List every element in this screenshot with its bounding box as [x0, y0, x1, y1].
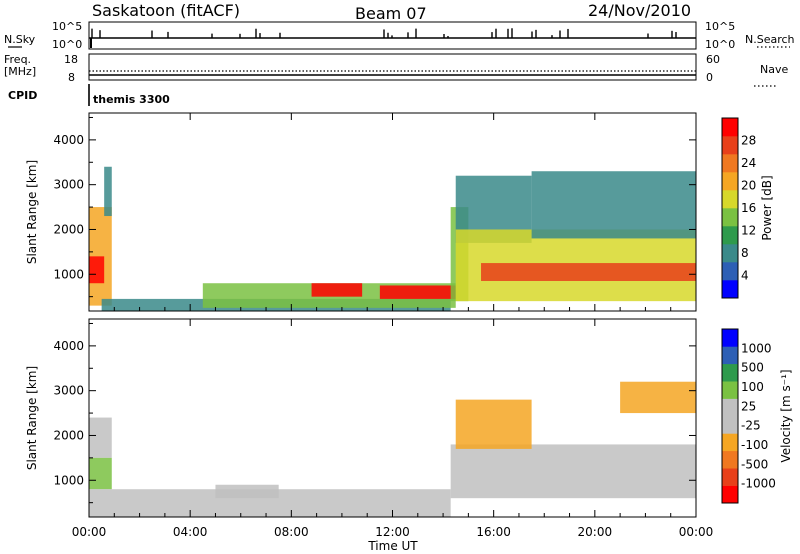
- nave-tick-bottom: 0: [706, 71, 713, 84]
- colorbar-swatch-4: [722, 208, 738, 227]
- noise-right-label: N.Search: [745, 33, 795, 46]
- scatter-regions: [89, 381, 696, 517]
- noise-panel: N.Sky 10^5 10^0 10^5 10^0 N.Search: [4, 20, 795, 51]
- data-region-0: [89, 417, 112, 458]
- colorbar-swatch-1: [722, 262, 738, 281]
- noise-right-tick-top: 10^5: [705, 20, 735, 33]
- y-axis-label: Slant Range [km]: [25, 160, 39, 264]
- colorbar-swatch-6: [722, 172, 738, 191]
- colorbar-frame: [721, 117, 739, 299]
- colorbar-swatch-2: [722, 244, 738, 263]
- colorbar-tick-label-4: -25: [741, 419, 761, 433]
- data-region-4: [450, 444, 696, 499]
- colorbar-swatch-6: [722, 381, 738, 399]
- noise-left-tick-top: 10^5: [52, 20, 82, 33]
- colorbar-label: Velocity [m s⁻¹]: [779, 369, 793, 462]
- x-tick-label-1: 04:00: [173, 525, 208, 539]
- freq-tick-top: 18: [64, 53, 78, 66]
- beam-title: Beam 07: [355, 4, 427, 23]
- colorbar-swatch-0: [722, 280, 738, 299]
- cpid-value: themis 3300: [93, 93, 170, 106]
- y-tick-label-0: 1000: [53, 473, 84, 487]
- colorbar-tick-label-5: -100: [741, 438, 768, 452]
- power-panel: 1000 2000 3000 4000 Slant Range [km] 4 8 12 16 20…: [25, 112, 774, 312]
- colorbar-label: Power [dB]: [760, 175, 774, 240]
- noise-search-spikes: [90, 28, 677, 48]
- data-region-6: [379, 285, 456, 299]
- colorbar-tick-label-0: 4: [741, 269, 749, 283]
- data-region-11: [531, 171, 696, 239]
- data-region-1: [89, 256, 105, 284]
- colorbar-tick-label-5: 24: [741, 156, 756, 170]
- colorbar-tick-label-0: 1000: [741, 341, 772, 355]
- colorbar-swatch-9: [722, 118, 738, 137]
- colorbar-swatch-9: [722, 329, 738, 347]
- colorbar-swatch-8: [722, 346, 738, 365]
- colorbar-swatch-1: [722, 468, 738, 486]
- nave-tick-top: 60: [706, 53, 720, 66]
- freq-tick-bottom: 8: [68, 71, 75, 84]
- y-tick-label-3: 4000: [53, 339, 84, 353]
- cpid-label: CPID: [8, 89, 37, 102]
- freq-label: Freq.: [4, 53, 31, 66]
- data-region-10: [481, 263, 696, 281]
- date-title: 24/Nov/2010: [588, 1, 691, 20]
- data-region-3: [215, 484, 279, 499]
- colorbar-swatch-4: [722, 416, 738, 434]
- data-region-5: [311, 283, 363, 297]
- colorbar-swatch-5: [722, 398, 738, 417]
- x-tick-label-0: 00:00: [72, 525, 107, 539]
- colorbar-swatch-3: [722, 433, 738, 452]
- station-title: Saskatoon (fitACF): [92, 1, 240, 20]
- colorbar: 4 8 12 16 20 24 28 Power [dB]: [721, 117, 774, 299]
- y-tick-label-2: 3000: [53, 384, 84, 398]
- y-axis-label: Slant Range [km]: [25, 366, 39, 470]
- data-region-2: [104, 166, 112, 217]
- noise-left-tick-bottom: 10^0: [52, 38, 82, 51]
- cpid-panel: CPID themis 3300: [8, 84, 170, 106]
- colorbar-tick-label-3: 16: [741, 201, 756, 215]
- y-tick-label-0: 1000: [53, 267, 84, 281]
- colorbar-swatch-0: [722, 485, 738, 504]
- colorbar-tick-label-2: 12: [741, 224, 756, 238]
- colorbar-tick-label-7: -1000: [741, 477, 776, 491]
- colorbar-tick-label-6: 28: [741, 134, 756, 148]
- colorbar-swatch-3: [722, 226, 738, 245]
- scatter-regions: [89, 166, 696, 311]
- velocity-panel: 1000 2000 3000 4000 Slant Range [km] 00:00 04:…: [25, 318, 793, 539]
- y-tick-label-1: 2000: [53, 428, 84, 442]
- colorbar-tick-label-4: 20: [741, 179, 756, 193]
- colorbar-swatch-8: [722, 136, 738, 155]
- x-tick-label-5: 20:00: [578, 525, 613, 539]
- colorbar-swatch-5: [722, 190, 738, 209]
- colorbar-tick-label-3: 25: [741, 399, 756, 413]
- colorbar: 1000 500 100 25 -25 -100 -500 -1000 Velocity [m …: [721, 328, 793, 504]
- noise-left-label: N.Sky: [4, 33, 36, 46]
- frequency-panel: Freq. [MHz] 18 8 60 0 Nave: [4, 53, 788, 87]
- noise-right-tick-bottom: 10^0: [705, 38, 735, 51]
- colorbar-tick-label-1: 8: [741, 246, 749, 260]
- freq-unit: [MHz]: [4, 65, 36, 78]
- time-axis-label: Time UT: [367, 539, 418, 553]
- y-tick-label-2: 3000: [53, 178, 84, 192]
- data-region-5: [455, 399, 532, 449]
- x-tick-label-4: 16:00: [476, 525, 511, 539]
- y-tick-label-1: 2000: [53, 222, 84, 236]
- x-tick-label-2: 08:00: [274, 525, 309, 539]
- colorbar-swatch-7: [722, 363, 738, 382]
- colorbar-tick-label-1: 500: [741, 361, 764, 375]
- colorbar-tick-label-6: -500: [741, 457, 768, 471]
- data-region-6: [620, 381, 696, 414]
- x-tick-label-3: 12:00: [375, 525, 410, 539]
- data-region-1: [89, 457, 112, 490]
- colorbar-swatch-2: [722, 450, 738, 469]
- x-tick-label-6: 00:00: [679, 525, 714, 539]
- colorbar-frame: [721, 328, 739, 504]
- colorbar-tick-label-2: 100: [741, 380, 764, 394]
- colorbar-swatch-7: [722, 154, 738, 173]
- y-tick-label-3: 4000: [53, 133, 84, 147]
- nave-label: Nave: [760, 63, 788, 76]
